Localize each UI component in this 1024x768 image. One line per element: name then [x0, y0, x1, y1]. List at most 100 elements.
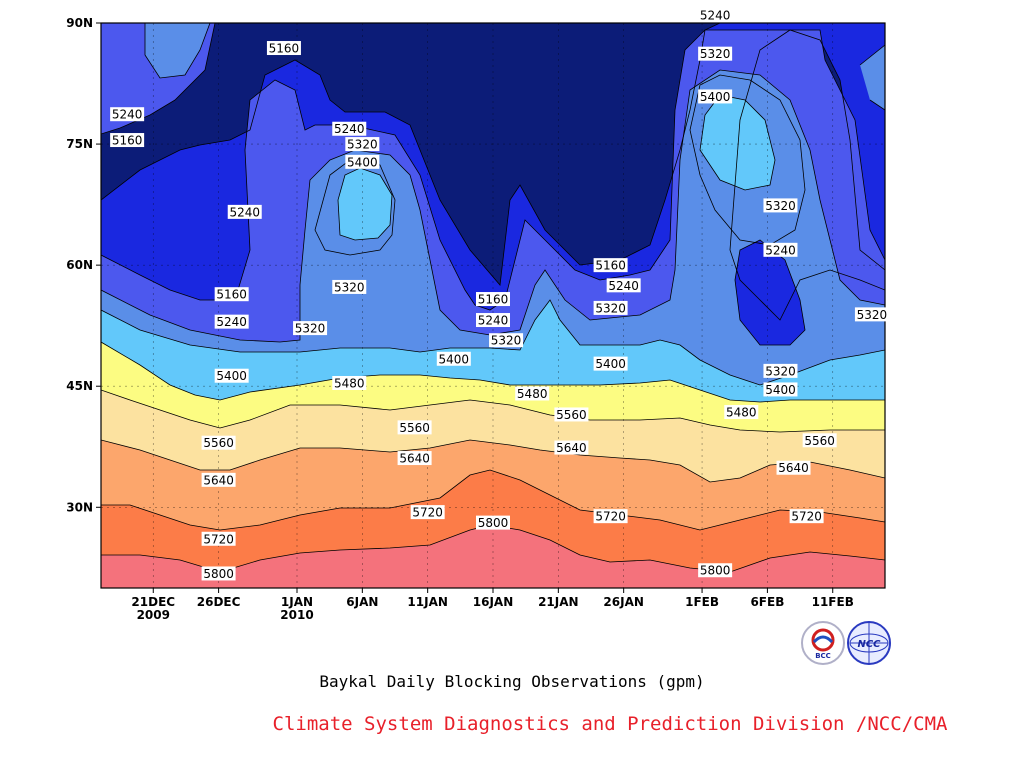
contour-label-bg: [293, 321, 328, 336]
contour-label-bg: [593, 258, 628, 273]
contour-label: 5320: [334, 280, 365, 294]
grid-lines: [101, 23, 885, 588]
contour-label-bg: [397, 451, 432, 466]
contour-label-bg: [266, 41, 301, 56]
contour-label-bg: [227, 204, 262, 219]
contour-label: 5320: [295, 322, 326, 336]
contour-label-bg: [214, 314, 249, 329]
x-tick-label: 11FEB: [812, 595, 854, 609]
contour-label: 5320: [765, 199, 796, 213]
contour-label: 5640: [778, 461, 809, 475]
contour-label-bg: [698, 7, 733, 22]
contour-label: 5720: [203, 532, 234, 546]
contour-label: 5720: [791, 510, 822, 524]
contour-label: 5240: [216, 315, 247, 329]
contour-label-bg: [854, 307, 889, 322]
contour-label-bg: [776, 460, 811, 475]
x-tick-label: 1JAN: [281, 595, 313, 609]
contour-label-bg: [606, 278, 641, 293]
contour-label-bg: [476, 292, 510, 307]
contour-label: 5160: [112, 134, 143, 148]
bcc-logo: BCC: [800, 620, 846, 666]
x-tick-year-label: 2009: [137, 608, 170, 622]
contour-label: 5800: [203, 567, 234, 581]
contour-label-bg: [698, 89, 733, 104]
contour-label-bg: [110, 133, 145, 148]
contour-label-bg: [201, 531, 236, 546]
contour-label-bg: [515, 386, 550, 401]
contour-label-bg: [332, 121, 367, 136]
contour-label: 5240: [765, 243, 796, 257]
contour-label-bg: [201, 435, 236, 450]
contour-lines: [101, 23, 885, 573]
x-tick-label: 26DEC: [197, 595, 241, 609]
contour-label: 5160: [269, 42, 300, 56]
contour-label: 5320: [765, 364, 796, 378]
contour-label-bg: [763, 382, 798, 397]
contour-label-bg: [410, 505, 445, 520]
contour-label: 5640: [556, 441, 587, 455]
contour-label-bg: [332, 279, 367, 294]
band-5480-island-left: [338, 168, 392, 240]
contour-label-bg: [724, 405, 759, 420]
contour-label-bg: [802, 433, 837, 448]
contour-label-bg: [789, 509, 824, 524]
contour-label: 5160: [595, 259, 626, 273]
y-tick-label: 60N: [66, 258, 93, 272]
contour-label: 5640: [399, 452, 430, 466]
contour-label: 5240: [478, 314, 509, 328]
contour-label: 5560: [399, 421, 430, 435]
contour-label-bg: [436, 351, 471, 366]
x-tick-label: 16JAN: [473, 595, 514, 609]
y-tick-label: 75N: [66, 137, 93, 151]
x-tick-label: 26JAN: [603, 595, 644, 609]
x-tick-label: 1FEB: [685, 595, 719, 609]
contour-label: 5560: [804, 434, 835, 448]
x-tick-label: 6FEB: [750, 595, 784, 609]
contour-label-bg: [593, 356, 628, 371]
contour-chart: 5240 5160 5160 5240 5240 5320 5400 5320 5160 5240…: [66, 7, 889, 622]
svg-text:NCC: NCC: [857, 639, 881, 650]
contour-label: 5400: [216, 369, 247, 383]
contour-label: 5400: [347, 155, 378, 169]
contour-label: 5240: [608, 279, 639, 293]
contour-label: 5720: [595, 510, 626, 524]
contour-label-bg: [763, 363, 798, 378]
contour-label-bg: [476, 515, 510, 530]
contour-label: 5400: [439, 352, 470, 366]
y-tick-label: 45N: [66, 379, 93, 393]
contour-label-bg: [698, 46, 733, 61]
contour-label: 5320: [700, 47, 731, 61]
contour-label: 5160: [478, 293, 509, 307]
contour-label: 5400: [700, 90, 731, 104]
contour-label: 5240: [229, 205, 260, 219]
x-tick-year-label: 2010: [280, 608, 313, 622]
contour-label-bg: [397, 420, 432, 435]
band-5400-north: [145, 23, 210, 78]
chart-subtitle: Baykal Daily Blocking Observations (gpm): [319, 672, 705, 691]
band-5240-blob-right: [735, 240, 805, 345]
contour-label-bg: [110, 107, 145, 122]
band-5400-top-right: [860, 45, 885, 110]
contour-label: 5640: [203, 473, 234, 487]
contour-label-bg: [214, 368, 249, 383]
y-tick-label: 30N: [66, 500, 93, 514]
contour-label-bg: [201, 566, 236, 581]
contour-label: 5240: [334, 122, 365, 136]
x-tick-label: 11JAN: [407, 595, 448, 609]
contour-label-bg: [554, 407, 589, 422]
contour-label: 5800: [700, 564, 731, 578]
y-tick-label: 90N: [66, 16, 93, 30]
x-tick-label: 6JAN: [346, 595, 378, 609]
contour-label-bg: [345, 137, 380, 152]
contour-label-bg: [332, 375, 367, 390]
contour-label-bg: [763, 242, 798, 257]
contour-label: 5480: [726, 406, 757, 420]
contour-label: 5320: [595, 301, 626, 315]
x-tick-label: 21DEC: [131, 595, 175, 609]
ncc-logo: NCC: [846, 620, 892, 666]
contour-label: 5560: [556, 408, 587, 422]
plot-area: [101, 23, 885, 588]
contour-label: 5400: [595, 357, 626, 371]
